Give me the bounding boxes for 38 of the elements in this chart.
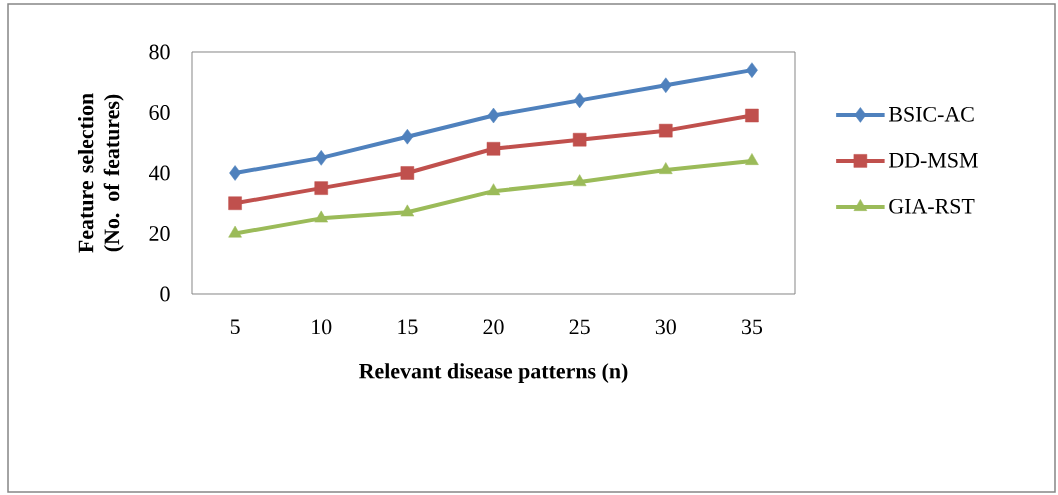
point [659,123,673,138]
x-tick-label: 5 [230,319,240,335]
point [572,174,587,187]
x-tick-label: 35 [742,319,763,335]
point [228,196,242,210]
y-tick-label: 0 [160,286,170,302]
legend-label: DD-MSM [888,152,978,168]
x-tick-label: 25 [569,319,590,335]
y-tick-label: 40 [148,165,170,181]
point [573,92,586,109]
point [745,108,759,123]
y-axis-title: Feature selection (No. of features) [77,93,124,253]
point [659,77,672,94]
point [486,142,501,156]
point [487,107,500,124]
y-tick-label: 60 [149,105,170,120]
point [746,62,758,78]
point [659,162,673,174]
y-tick-label: 20 [149,226,170,241]
legend-label: GIA-RST [889,198,975,214]
point [400,204,415,217]
x-axis-title: Relevant disease patterns (n) [359,363,628,384]
point [486,183,501,196]
x-tick-label: 20 [483,319,504,335]
point [315,150,328,166]
y-tick-label: 80 [149,44,170,60]
point [572,132,587,147]
point [314,210,328,223]
point [400,166,415,180]
x-tick-label: 30 [655,319,676,335]
point [745,153,759,165]
point [228,225,242,238]
x-tick-label: 15 [398,319,418,335]
point [401,128,414,145]
x-tick-label: 10 [312,319,332,335]
point [229,165,241,181]
legend-label: BSIC-AC [888,106,974,122]
point [314,181,328,195]
